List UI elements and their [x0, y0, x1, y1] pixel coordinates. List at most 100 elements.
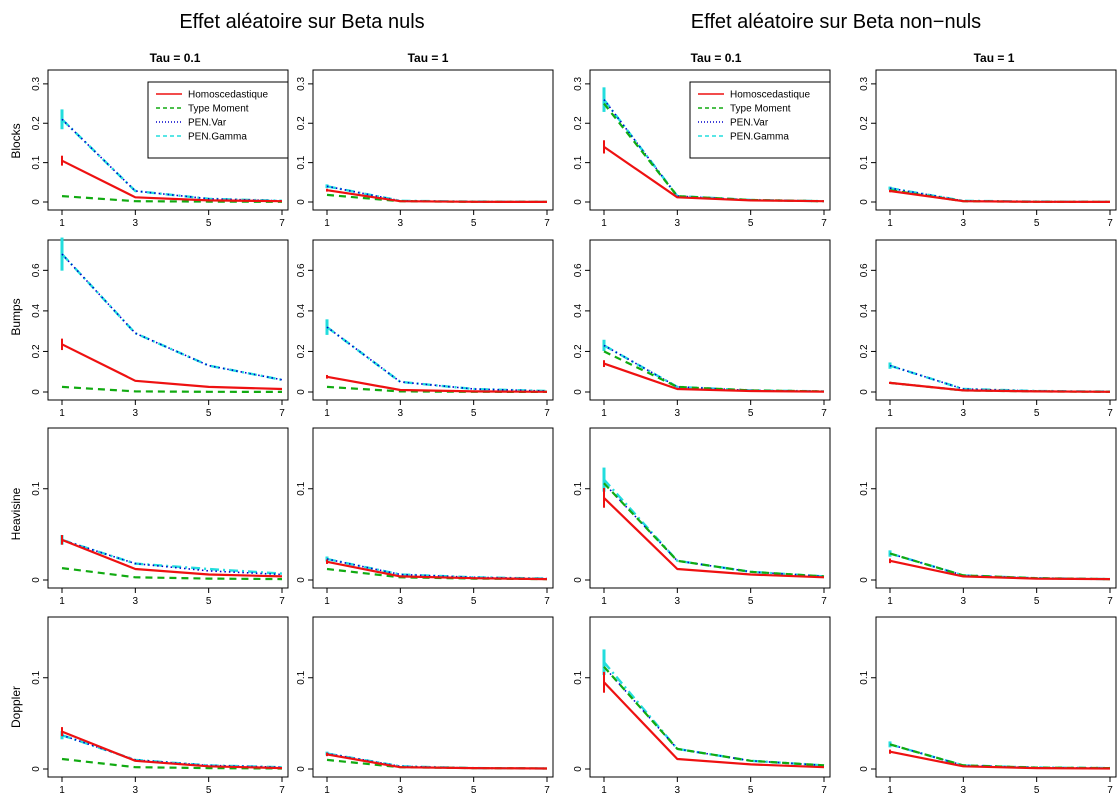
x-tick-label: 1: [59, 218, 65, 229]
x-tick-label: 3: [675, 785, 681, 794]
y-tick-label: 0.1: [296, 155, 307, 169]
chart-panel: 1 3 5 7 0 0.2 0.4 0.6: [296, 239, 554, 419]
chart-panel: 1 3 5 7 0 0.1: [573, 616, 831, 794]
x-tick-label: 3: [961, 596, 967, 607]
x-tick-label: 1: [59, 408, 65, 419]
x-tick-label: 5: [206, 785, 212, 794]
series-line: [61, 539, 283, 576]
row-title-heavisine: Heavisine: [9, 487, 23, 540]
y-tick-label: 0.2: [31, 344, 42, 358]
x-tick-label: 5: [748, 408, 754, 419]
panel-frame: [875, 427, 1117, 589]
chart-panel: 1 3 5 7 0 0.1: [296, 616, 554, 794]
x-tick-label: 1: [887, 408, 893, 419]
series-line: [889, 552, 1111, 580]
column-title-3: Tau = 0.1: [691, 51, 742, 65]
y-tick-label: 0: [31, 389, 42, 395]
x-tick-label: 7: [1107, 596, 1113, 607]
y-tick-label: 0.3: [31, 76, 42, 90]
x-tick-label: 7: [1107, 408, 1113, 419]
x-tick-label: 3: [675, 408, 681, 419]
x-tick-label: 5: [471, 596, 477, 607]
x-tick-label: 1: [887, 596, 893, 607]
y-tick-label: 0.2: [296, 344, 307, 358]
y-tick-label: 0: [859, 577, 870, 583]
x-tick-label: 3: [398, 218, 404, 229]
series-line: [603, 145, 825, 203]
y-tick-label: 0.2: [31, 116, 42, 130]
x-tick-label: 5: [1034, 596, 1040, 607]
series-line: [61, 567, 283, 581]
y-tick-label: 0: [296, 766, 307, 772]
x-tick-label: 5: [471, 218, 477, 229]
series-line: [326, 753, 548, 770]
series-line: [61, 538, 283, 578]
x-tick-label: 1: [324, 785, 330, 794]
x-tick-label: 7: [821, 596, 827, 607]
y-tick-label: 0.1: [296, 481, 307, 495]
column-title-1: Tau = 0.1: [150, 51, 201, 65]
chart-panel: 1 3 5 7 0 0.1 0.2 0.3 Homoscedastique Type Moment…: [573, 69, 831, 229]
x-tick-label: 7: [821, 785, 827, 794]
y-tick-label: 0.1: [859, 155, 870, 169]
chart-panel: 1 3 5 7 0 0.1 0.2 0.3: [296, 69, 554, 229]
x-tick-label: 5: [1034, 785, 1040, 794]
legend-label: Type Moment: [730, 104, 791, 115]
series-line: [889, 364, 1111, 393]
y-tick-label: 0.3: [573, 76, 584, 90]
series-line: [603, 478, 825, 578]
chart-panel: 1 3 5 7 0 0.1: [859, 427, 1117, 607]
column-title-2: Tau = 1: [408, 51, 449, 65]
series-line: [603, 362, 825, 393]
y-tick-label: 0: [296, 577, 307, 583]
x-tick-label: 5: [748, 785, 754, 794]
row-title-bumps: Bumps: [9, 298, 23, 335]
y-tick-label: 0.3: [296, 76, 307, 90]
x-tick-label: 7: [1107, 785, 1113, 794]
y-tick-label: 0: [31, 199, 42, 205]
panel-frame: [312, 427, 554, 589]
x-tick-label: 3: [675, 218, 681, 229]
chart-panel: 1 3 5 7 0 0.1: [31, 427, 289, 607]
chart-panel: 1 3 5 7 0 0.2 0.4 0.6: [859, 239, 1117, 419]
y-tick-label: 0: [296, 199, 307, 205]
y-tick-label: 0.1: [859, 670, 870, 684]
y-tick-label: 0: [573, 577, 584, 583]
x-tick-label: 5: [471, 408, 477, 419]
series-line: [61, 730, 283, 770]
y-tick-label: 0.6: [296, 263, 307, 277]
series-line: [61, 343, 283, 391]
series-line: [603, 661, 825, 767]
chart-panel: 1 3 5 7 0 0.2 0.4 0.6: [573, 239, 831, 419]
y-tick-label: 0: [573, 389, 584, 395]
series-line: [889, 381, 1111, 393]
series-line: [61, 538, 283, 575]
y-tick-label: 0.1: [31, 481, 42, 495]
x-tick-label: 7: [821, 218, 827, 229]
y-tick-label: 0.2: [859, 116, 870, 130]
series-line: [61, 385, 283, 393]
x-tick-label: 3: [398, 408, 404, 419]
x-tick-label: 3: [398, 785, 404, 794]
y-tick-label: 0.1: [296, 670, 307, 684]
x-tick-label: 5: [1034, 408, 1040, 419]
y-tick-label: 0: [859, 199, 870, 205]
y-tick-label: 0: [31, 766, 42, 772]
y-tick-label: 0.1: [573, 481, 584, 495]
series-line: [889, 552, 1111, 581]
x-tick-label: 7: [544, 785, 550, 794]
y-tick-label: 0: [296, 389, 307, 395]
y-tick-label: 0.2: [573, 344, 584, 358]
x-tick-label: 7: [544, 218, 550, 229]
series-line: [889, 743, 1111, 770]
panel-frame: [589, 239, 831, 401]
panel-frame: [312, 69, 554, 211]
series-line: [603, 350, 825, 393]
y-tick-label: 0.1: [31, 155, 42, 169]
left-super-title: Effet aléatoire sur Beta nuls: [179, 11, 424, 33]
panel-frame: [875, 69, 1117, 211]
chart-panel: 1 3 5 7 0 0.1: [296, 427, 554, 607]
y-tick-label: 0.6: [859, 263, 870, 277]
x-tick-label: 1: [59, 785, 65, 794]
x-tick-label: 3: [961, 408, 967, 419]
